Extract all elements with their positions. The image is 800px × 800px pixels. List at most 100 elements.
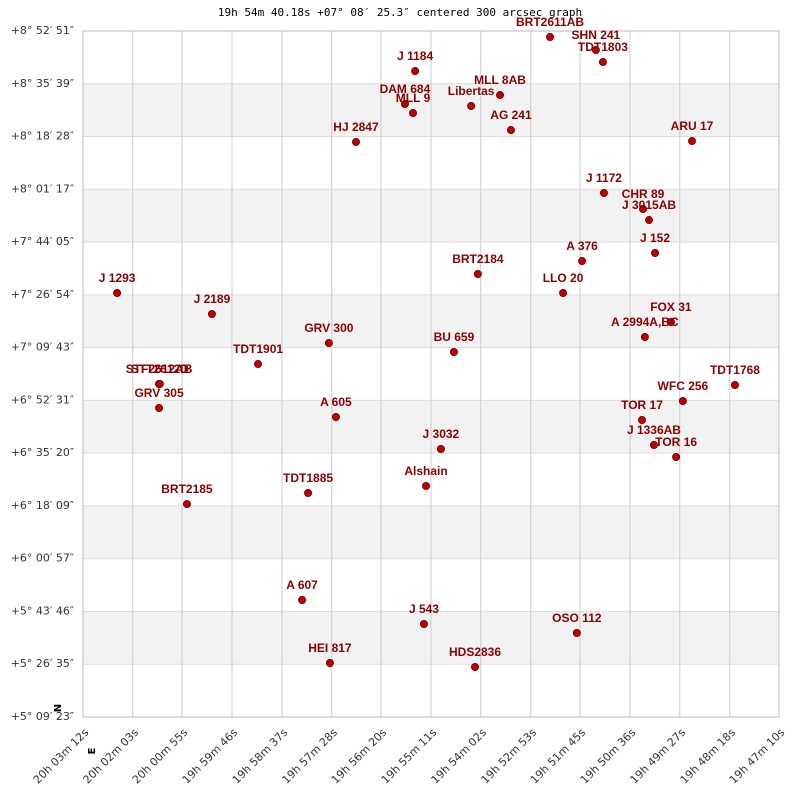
star-label: STT2612D — [131, 362, 189, 376]
star-label: BRT2185 — [161, 482, 213, 496]
star-label: GRV 305 — [134, 386, 183, 400]
star-marker — [649, 441, 658, 450]
star-marker — [572, 629, 581, 638]
y-tick-label: +6° 18′ 09″ — [11, 499, 74, 512]
star-marker — [113, 289, 122, 298]
star-label: J 3032 — [423, 427, 460, 441]
star-marker — [298, 596, 307, 605]
y-tick-label: +7° 26′ 54″ — [11, 288, 74, 301]
y-tick-label: +8° 18′ 28″ — [11, 130, 74, 143]
star-label: A 2994A,BC — [611, 315, 679, 329]
star-marker — [578, 257, 587, 266]
star-marker — [730, 381, 739, 390]
star-marker — [411, 67, 420, 76]
star-label: J 1172 — [586, 171, 622, 185]
star-label: J 1184 — [397, 49, 433, 63]
y-tick-label: +8° 01′ 17″ — [11, 182, 74, 195]
star-marker — [254, 360, 263, 369]
star-label: J 1336AB — [627, 423, 681, 437]
star-marker — [506, 126, 515, 135]
star-label: BRT2611AB — [516, 15, 584, 29]
star-marker — [351, 138, 360, 147]
star-label: A 607 — [286, 578, 318, 592]
star-marker — [591, 46, 600, 55]
star-marker — [651, 249, 660, 258]
y-tick-label: +5° 26′ 35″ — [11, 657, 74, 670]
star-marker — [598, 58, 607, 67]
y-tick-label: +8° 35′ 39″ — [11, 77, 74, 90]
star-marker — [467, 102, 476, 111]
star-marker — [419, 620, 428, 629]
y-tick-label: +6° 35′ 20″ — [11, 446, 74, 459]
star-label: SHN 241 — [572, 28, 621, 42]
star-label: HEI 817 — [308, 641, 352, 655]
star-marker — [678, 397, 687, 406]
star-label: TDT1803 — [578, 40, 628, 54]
star-marker — [640, 333, 649, 342]
star-label: TDT1768 — [710, 363, 760, 377]
star-label: ARU 17 — [671, 119, 714, 133]
star-label: J 543 — [409, 602, 439, 616]
star-marker — [331, 413, 340, 422]
star-marker — [471, 662, 480, 671]
star-marker — [546, 33, 555, 42]
y-tick-label: +7° 44′ 05″ — [11, 235, 74, 248]
star-label: CHR 89 — [622, 187, 665, 201]
star-label: Alshain — [404, 464, 447, 478]
star-label: TOR 16 — [655, 435, 697, 449]
y-tick-label: +6° 00′ 57″ — [11, 552, 74, 565]
y-tick-label: +8° 52′ 51″ — [11, 24, 74, 37]
y-tick-label: +7° 09′ 43″ — [11, 341, 74, 354]
star-marker — [688, 137, 697, 146]
star-marker — [449, 348, 458, 357]
star-marker — [207, 310, 216, 319]
star-marker — [639, 205, 648, 214]
star-marker — [666, 318, 675, 327]
star-marker — [409, 109, 418, 118]
star-marker — [325, 658, 334, 667]
north-label: N — [53, 704, 64, 712]
y-tick-label: +5° 43′ 46″ — [11, 604, 74, 617]
star-marker — [672, 453, 681, 462]
y-tick-label: +6° 52′ 31″ — [11, 393, 74, 406]
star-marker — [182, 500, 191, 509]
star-label: OSO 112 — [552, 611, 602, 625]
star-label: LLO 20 — [543, 271, 584, 285]
star-label: TDT1901 — [233, 342, 283, 356]
star-label: FOX 31 — [650, 300, 692, 314]
star-marker — [304, 489, 313, 498]
star-label: J 1293 — [99, 271, 136, 285]
star-marker — [155, 404, 164, 413]
star-label: J 3015AB — [622, 198, 676, 212]
star-label: MLL 9 — [396, 91, 431, 105]
star-label: Libertas — [448, 84, 495, 98]
star-marker — [637, 416, 646, 425]
star-marker — [645, 216, 654, 225]
star-marker — [496, 91, 505, 100]
star-label: J 152 — [640, 231, 670, 245]
star-label: BU 659 — [434, 330, 475, 344]
star-label: TOR 17 — [621, 398, 663, 412]
star-label: AG 241 — [490, 108, 532, 122]
star-label: TDT1885 — [283, 471, 333, 485]
star-marker — [473, 270, 482, 279]
y-tick-label: +5° 09′ 23″ — [11, 710, 74, 723]
star-marker — [422, 482, 431, 491]
star-label: WFC 256 — [658, 379, 709, 393]
star-label: J 2189 — [194, 292, 231, 306]
star-marker — [436, 445, 445, 454]
star-marker — [559, 289, 568, 298]
star-marker — [599, 189, 608, 198]
star-marker — [155, 379, 164, 388]
star-label: STF2612AB — [126, 362, 193, 376]
star-label: DAM 684 — [380, 82, 431, 96]
plot-frame — [82, 30, 780, 718]
star-label: HJ 2847 — [333, 120, 379, 134]
star-label: A 605 — [320, 395, 352, 409]
star-marker — [400, 100, 409, 109]
star-label: GRV 300 — [304, 321, 353, 335]
chart-title: 19h 54m 40.18s +07° 08′ 25.3″ centered 3… — [218, 6, 582, 19]
star-label: A 376 — [566, 239, 598, 253]
